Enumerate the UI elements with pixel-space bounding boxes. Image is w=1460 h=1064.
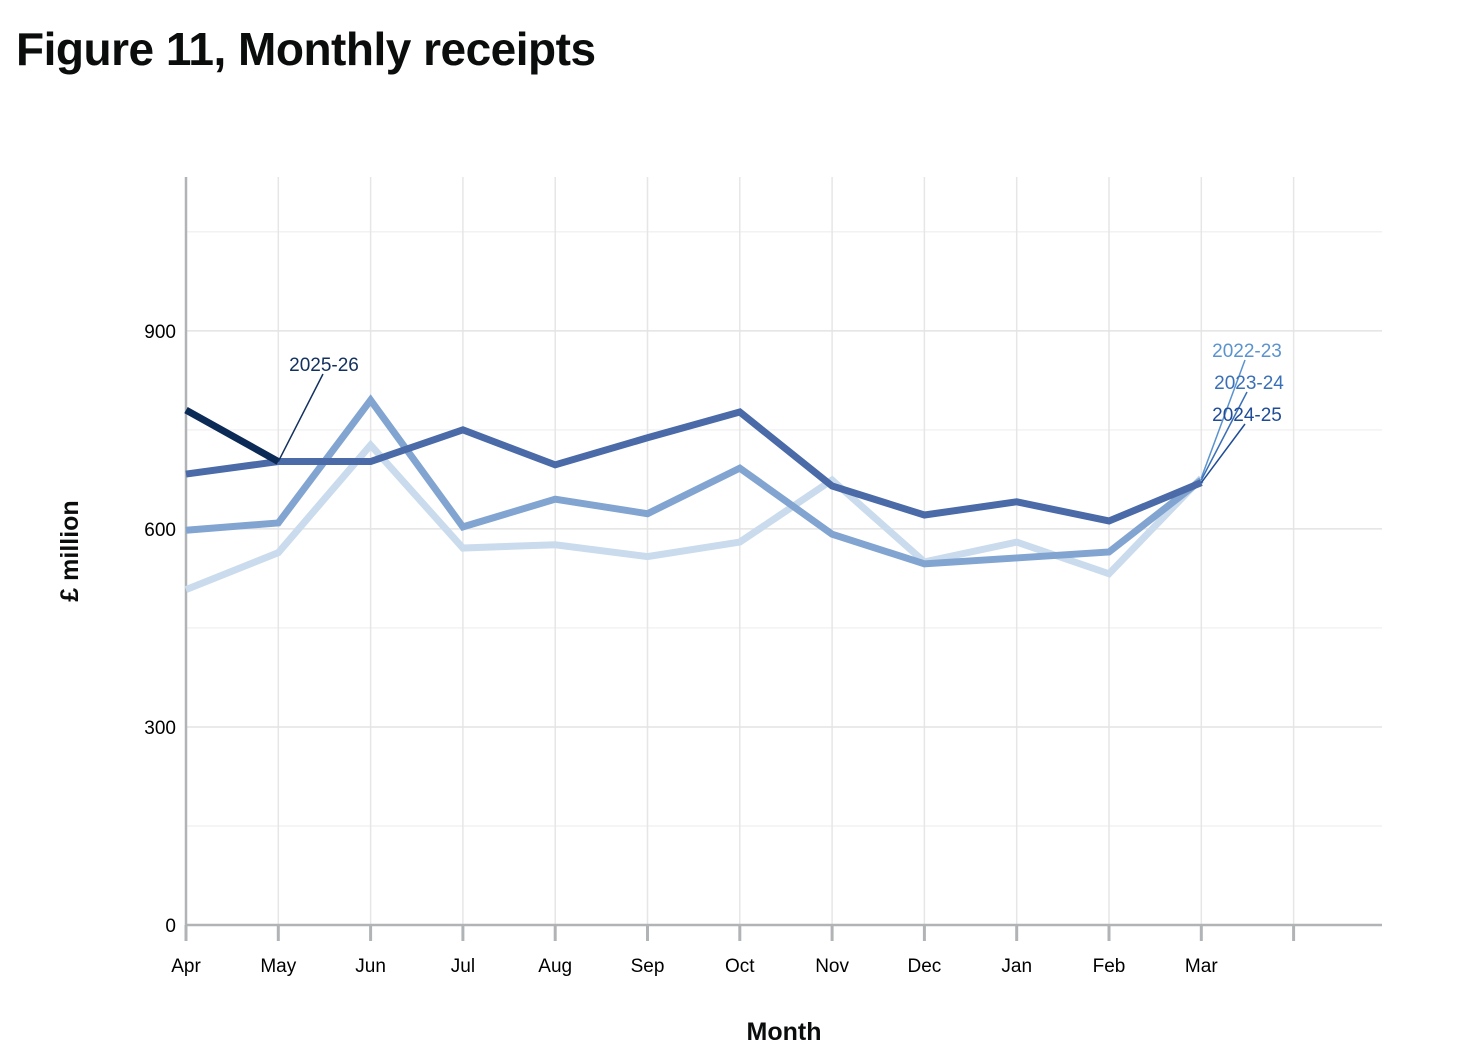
- y-tick-label: 900: [144, 322, 176, 343]
- x-tick-label: Mar: [1185, 956, 1218, 977]
- series-line-2025-26: [184, 406, 281, 465]
- x-tick-label: Jan: [1001, 956, 1032, 977]
- x-tick-label: Nov: [815, 956, 849, 977]
- series-label: 2025-26: [289, 355, 359, 376]
- y-tick-label: 0: [165, 916, 176, 937]
- x-tick-label: Sep: [631, 956, 665, 977]
- y-axis-title: £ million: [56, 500, 84, 601]
- x-tick-label: Jun: [355, 956, 386, 977]
- x-tick-label: May: [260, 956, 296, 977]
- x-tick-label: Jul: [451, 956, 475, 977]
- x-tick-label: Apr: [171, 956, 201, 977]
- y-tick-label: 300: [144, 718, 176, 739]
- y-tick-label: 600: [144, 520, 176, 541]
- x-tick-label: Aug: [538, 956, 572, 977]
- series-line-2022-23: [184, 439, 1204, 593]
- x-tick-label: Oct: [725, 956, 755, 977]
- label-leader-line: [1200, 423, 1246, 484]
- series-line-2023-24: [185, 394, 1204, 568]
- x-axis-title: Month: [747, 1018, 822, 1046]
- label-leader-line: [1200, 359, 1246, 479]
- label-leader-line: [1200, 391, 1248, 481]
- series-label: 2022-23: [1212, 341, 1282, 362]
- x-tick-label: Dec: [908, 956, 942, 977]
- x-tick-label: Feb: [1093, 956, 1126, 977]
- series-label: 2024-25: [1212, 405, 1282, 426]
- label-leader-line: [277, 373, 324, 462]
- chart-title: Figure 11, Monthly receipts: [16, 23, 596, 75]
- series-label: 2023-24: [1214, 373, 1284, 394]
- series-line-2024-25: [185, 408, 1203, 525]
